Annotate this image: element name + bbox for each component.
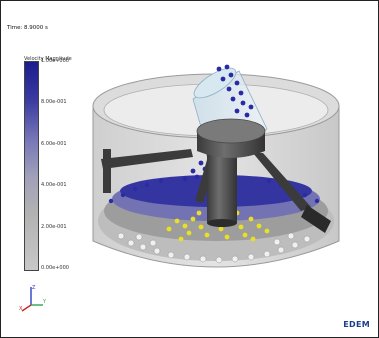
y-axis-label: Y — [42, 299, 47, 305]
z-axis-label: Z — [32, 285, 36, 291]
axis-triad: Z Y X — [19, 285, 47, 312]
time-label: Time: 8.9000 s — [7, 25, 48, 31]
x-axis-line — [21, 304, 32, 312]
legend-tick: 4.00e-001 — [41, 182, 67, 188]
legend-tick: 6.00e-001 — [41, 141, 67, 147]
simulation-scene — [92, 64, 340, 268]
x-axis-label: X — [19, 306, 23, 312]
legend-tick-min: 0.00e+000 — [41, 265, 69, 271]
edem-logo: EDEM — [343, 320, 370, 329]
legend-title: Velocity Magnitude — [24, 56, 72, 62]
legend-tick: 8.00e-001 — [41, 99, 67, 105]
legend-tick-max: 1.00e+000 — [41, 58, 69, 64]
rotor-assembly — [101, 118, 331, 233]
legend-tick: 2.00e-001 — [41, 224, 67, 230]
color-legend-bar — [24, 61, 39, 271]
